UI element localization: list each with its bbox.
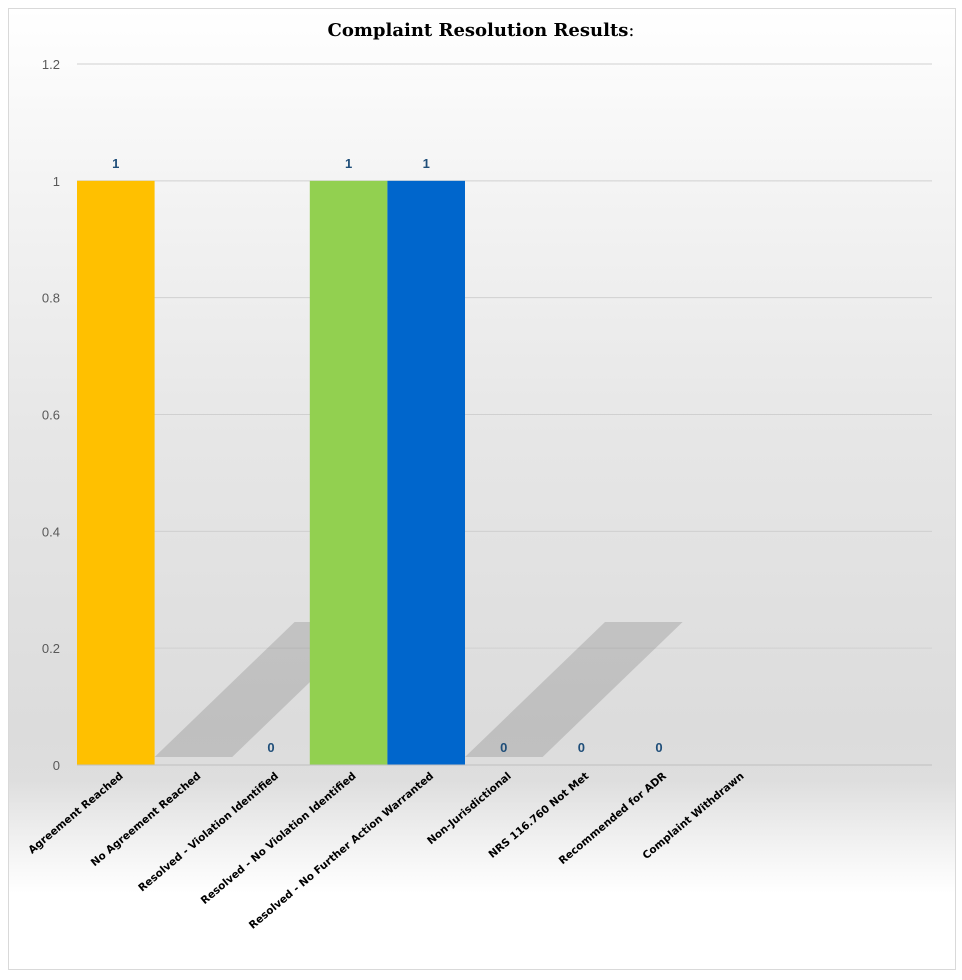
chart-title: Complaint Resolution Results: <box>0 20 962 41</box>
data-label: 0 <box>267 740 274 755</box>
bar <box>387 180 465 766</box>
y-tick-label: 0.2 <box>42 641 60 656</box>
y-tick-label: 0.6 <box>42 408 60 423</box>
bar <box>77 180 155 766</box>
y-tick-label: 1.2 <box>42 57 60 72</box>
bar <box>309 180 388 766</box>
data-label: 0 <box>500 740 507 755</box>
x-category-label: Resolved - No Further Action Warranted <box>247 770 436 932</box>
data-label: 1 <box>423 156 430 171</box>
data-label: 0 <box>655 740 662 755</box>
bar-shadow <box>465 622 683 757</box>
chart-frame <box>8 8 956 970</box>
x-category-label: Resolved - No Violation Identified <box>199 770 359 907</box>
chart-title-colon: : <box>628 20 635 41</box>
y-tick-label: 0.8 <box>42 291 60 306</box>
data-label: 0 <box>578 740 585 755</box>
chart-title-text: Complaint Resolution Results <box>327 20 629 41</box>
data-label: 1 <box>112 156 119 171</box>
chart-background-fade <box>9 779 955 969</box>
y-tick-label: 0.4 <box>42 524 60 539</box>
y-tick-label: 0 <box>53 758 60 773</box>
x-category-label: Non-Jurisdictional <box>425 770 514 847</box>
x-category-label: Resolved - Violation Identified <box>136 770 281 894</box>
y-tick-label: 1 <box>53 174 60 189</box>
data-label: 1 <box>345 156 352 171</box>
